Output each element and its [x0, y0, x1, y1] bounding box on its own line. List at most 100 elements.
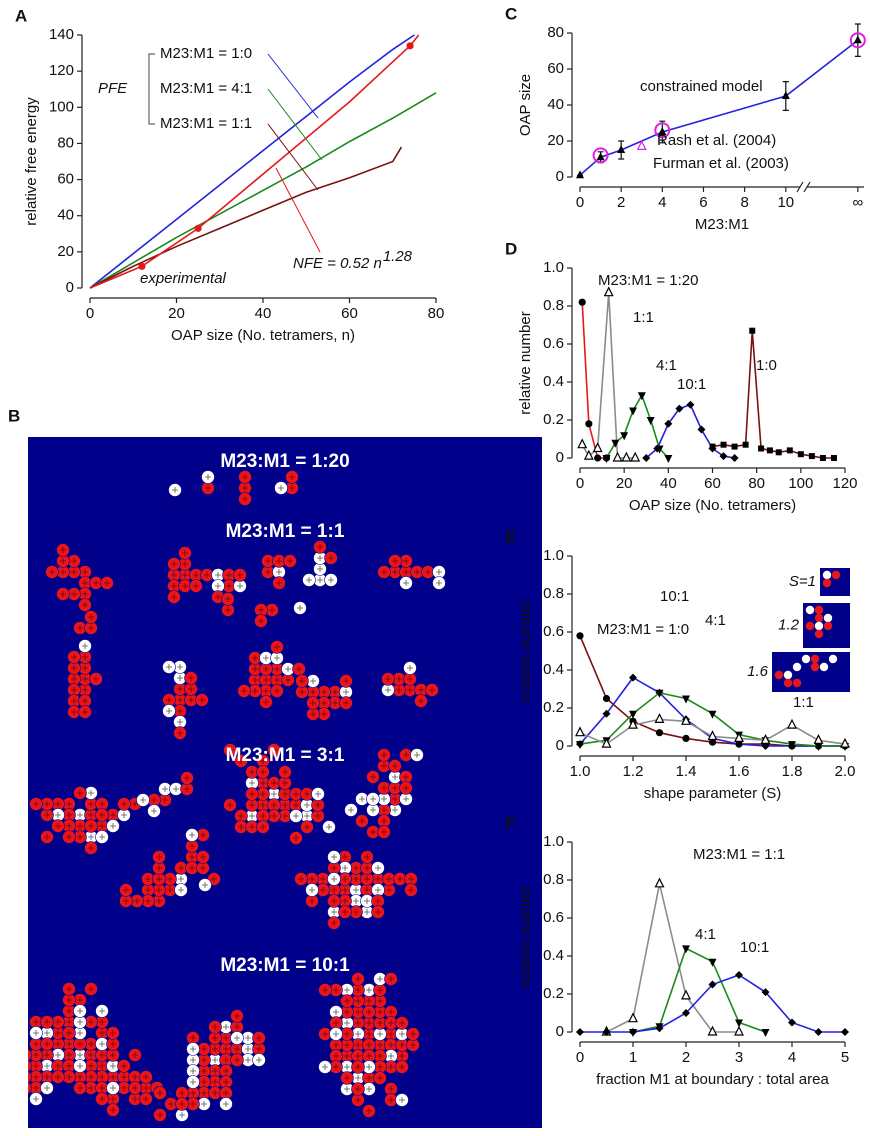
series-label: M23:M1 = 4:1 — [160, 80, 252, 97]
x-tick-label: 40 — [660, 475, 677, 492]
inset-particle — [806, 606, 814, 614]
x-tick-label: 20 — [168, 305, 185, 322]
x-tick-label: 8 — [740, 194, 748, 211]
inset-particle — [806, 622, 814, 630]
marker — [735, 1027, 743, 1035]
x-tick-label: 3 — [735, 1049, 743, 1066]
series-label: Furman et al. (2003) — [653, 155, 789, 172]
marker — [709, 711, 717, 719]
marker — [647, 417, 655, 425]
series-label: M23:M1 = 1:0 — [597, 621, 689, 638]
cluster-label: M23:M1 = 1:1 — [226, 521, 345, 542]
inset-particle — [832, 571, 840, 579]
inset-particle — [829, 655, 837, 663]
marker — [629, 1014, 637, 1022]
y-tick-label: 0.6 — [543, 623, 564, 640]
x-tick-label: 10 — [777, 194, 794, 211]
inset-particle — [775, 671, 783, 679]
x-tick-label: 2.0 — [835, 763, 856, 780]
y-tick-label: 0.8 — [543, 297, 564, 314]
x-tick-label: 60 — [341, 305, 358, 322]
inset-particle — [820, 663, 828, 671]
x-tick-label: 40 — [255, 305, 272, 322]
x-tick-label: 0 — [576, 194, 584, 211]
inset-particle — [815, 614, 823, 622]
marker — [585, 420, 592, 427]
marker — [758, 446, 764, 452]
x-tick-label: 1.6 — [729, 763, 750, 780]
marker — [579, 299, 586, 306]
inset-particle — [811, 663, 819, 671]
particle — [19, 1071, 32, 1084]
series-line — [90, 35, 419, 288]
marker — [578, 440, 586, 448]
leader — [276, 168, 320, 252]
marker — [709, 959, 717, 967]
series-label: 1:0 — [756, 357, 777, 374]
y-tick-label: 20 — [547, 132, 564, 149]
y-axis-label: relative free energy — [23, 97, 40, 226]
x-tick-label: 4 — [788, 1049, 796, 1066]
inset-label: 1.6 — [747, 663, 769, 680]
particle — [19, 1049, 32, 1062]
x-tick-label: 0 — [576, 1049, 584, 1066]
series-label: 10:1 — [677, 376, 706, 393]
marker — [664, 455, 672, 463]
bracket — [149, 54, 155, 124]
particle-cross — [22, 1052, 28, 1058]
marker — [831, 455, 837, 461]
marker — [195, 225, 202, 232]
x-axis-label: OAP size (No. tetramers) — [629, 497, 796, 514]
inset-particle — [784, 679, 792, 687]
x-tick-label: 0 — [576, 475, 584, 492]
panel-letter: D — [505, 239, 517, 258]
x-tick-label: 60 — [704, 475, 721, 492]
x-tick-label: 2 — [682, 1049, 690, 1066]
marker — [603, 695, 610, 702]
x-tick-label: 6 — [699, 194, 707, 211]
marker — [656, 729, 663, 736]
panel-letter: E — [505, 527, 516, 546]
particle-cross — [11, 1063, 17, 1069]
marker — [776, 449, 782, 455]
x-tick-label: 1.4 — [676, 763, 697, 780]
y-tick-label: 0 — [556, 1023, 564, 1040]
marker — [620, 432, 628, 440]
series-label: 1:1 — [793, 694, 814, 711]
marker — [782, 91, 790, 99]
series-label: M23:M1 = 1:20 — [598, 272, 698, 289]
y-tick-label: 0.8 — [543, 585, 564, 602]
particle — [8, 1049, 21, 1062]
series-label: 10:1 — [740, 939, 769, 956]
y-tick-label: 0 — [556, 168, 564, 185]
cluster-label: M23:M1 = 1:20 — [220, 451, 349, 472]
marker — [732, 444, 738, 450]
x-tick-label: 2 — [617, 194, 625, 211]
x-tick-label: 4 — [658, 194, 666, 211]
marker — [656, 714, 664, 722]
panel-letter: B — [8, 406, 20, 425]
inset-label: 1.2 — [778, 616, 800, 633]
series-line — [90, 35, 414, 288]
series-label: M23:M1 = 1:1 — [160, 115, 252, 132]
particle — [8, 1060, 21, 1073]
y-tick-label: 0.4 — [543, 661, 564, 678]
marker — [788, 720, 796, 728]
y-tick-label: 140 — [49, 26, 74, 43]
inset-particle — [793, 679, 801, 687]
series-line — [713, 331, 834, 458]
x-tick-label: ∞ — [852, 194, 863, 211]
marker — [576, 1028, 584, 1036]
leader — [268, 89, 322, 160]
series-label-exponent: 1.28 — [383, 248, 413, 265]
y-tick-label: 0.8 — [543, 871, 564, 888]
inset-particle — [784, 671, 792, 679]
marker — [594, 454, 601, 461]
figure: B M23:M1 = 1:20 M23:M1 = 1:1 M23:M1 = 3:… — [0, 0, 870, 1136]
y-tick-label: 60 — [57, 171, 74, 188]
marker — [731, 454, 739, 462]
inset-particle — [824, 622, 832, 630]
y-tick-label: 40 — [547, 96, 564, 113]
y-tick-label: 1.0 — [543, 833, 564, 850]
y-tick-label: 80 — [57, 134, 74, 151]
